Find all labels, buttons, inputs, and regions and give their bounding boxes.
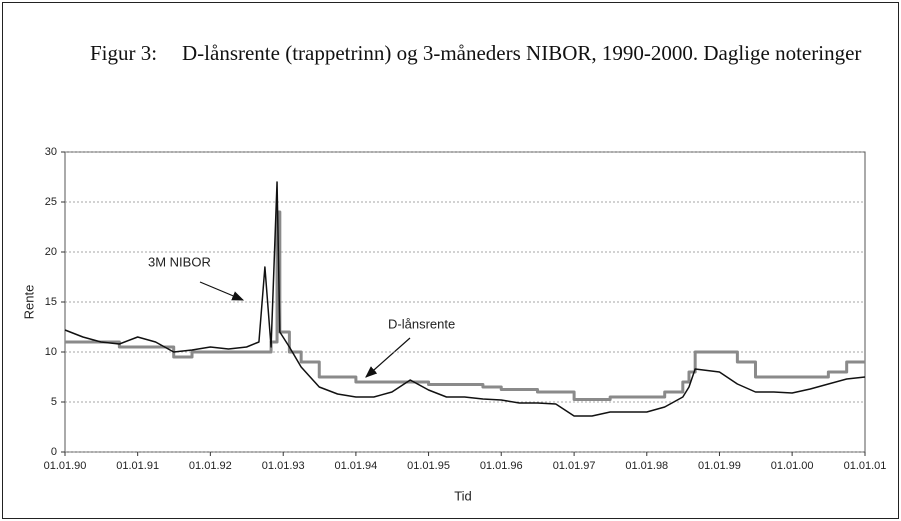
annotation: 3M NIBOR xyxy=(148,254,211,269)
annotation: D-lånsrente xyxy=(388,316,455,331)
series-line xyxy=(65,210,865,401)
y-axis-label: Rente xyxy=(21,285,36,320)
y-tick-label: 0 xyxy=(51,446,57,458)
y-tick-label: 30 xyxy=(45,146,57,158)
x-tick-label: 01.01.90 xyxy=(44,460,87,472)
x-tick-label: 01.01.96 xyxy=(480,460,523,472)
x-axis-label: Tid xyxy=(454,488,472,503)
x-tick-label: 01.01.92 xyxy=(189,460,232,472)
y-tick-label: 25 xyxy=(45,196,57,208)
arrow xyxy=(199,281,245,301)
x-tick-label: 01.01.95 xyxy=(407,460,450,472)
y-tick-label: 15 xyxy=(45,296,57,308)
x-tick-label: 01.01.93 xyxy=(262,460,305,472)
chart-title: D-lånsrente (trappetrinn) og 3-måneders … xyxy=(182,41,862,65)
x-tick-label: 01.01.94 xyxy=(334,460,377,472)
x-tick-label: 01.01.97 xyxy=(553,460,596,472)
y-tick-label: 10 xyxy=(45,346,57,358)
figure-label: Figur 3: xyxy=(90,41,158,65)
x-tick-label: 01.01.01 xyxy=(844,460,887,472)
y-tick-label: 20 xyxy=(45,246,57,258)
x-tick-label: 01.01.91 xyxy=(116,460,159,472)
x-tick-label: 01.01.00 xyxy=(771,460,814,472)
y-tick-label: 5 xyxy=(51,396,57,408)
arrow xyxy=(365,337,411,378)
x-tick-label: 01.01.99 xyxy=(698,460,741,472)
x-tick-label: 01.01.98 xyxy=(625,460,668,472)
series-line xyxy=(64,181,866,417)
